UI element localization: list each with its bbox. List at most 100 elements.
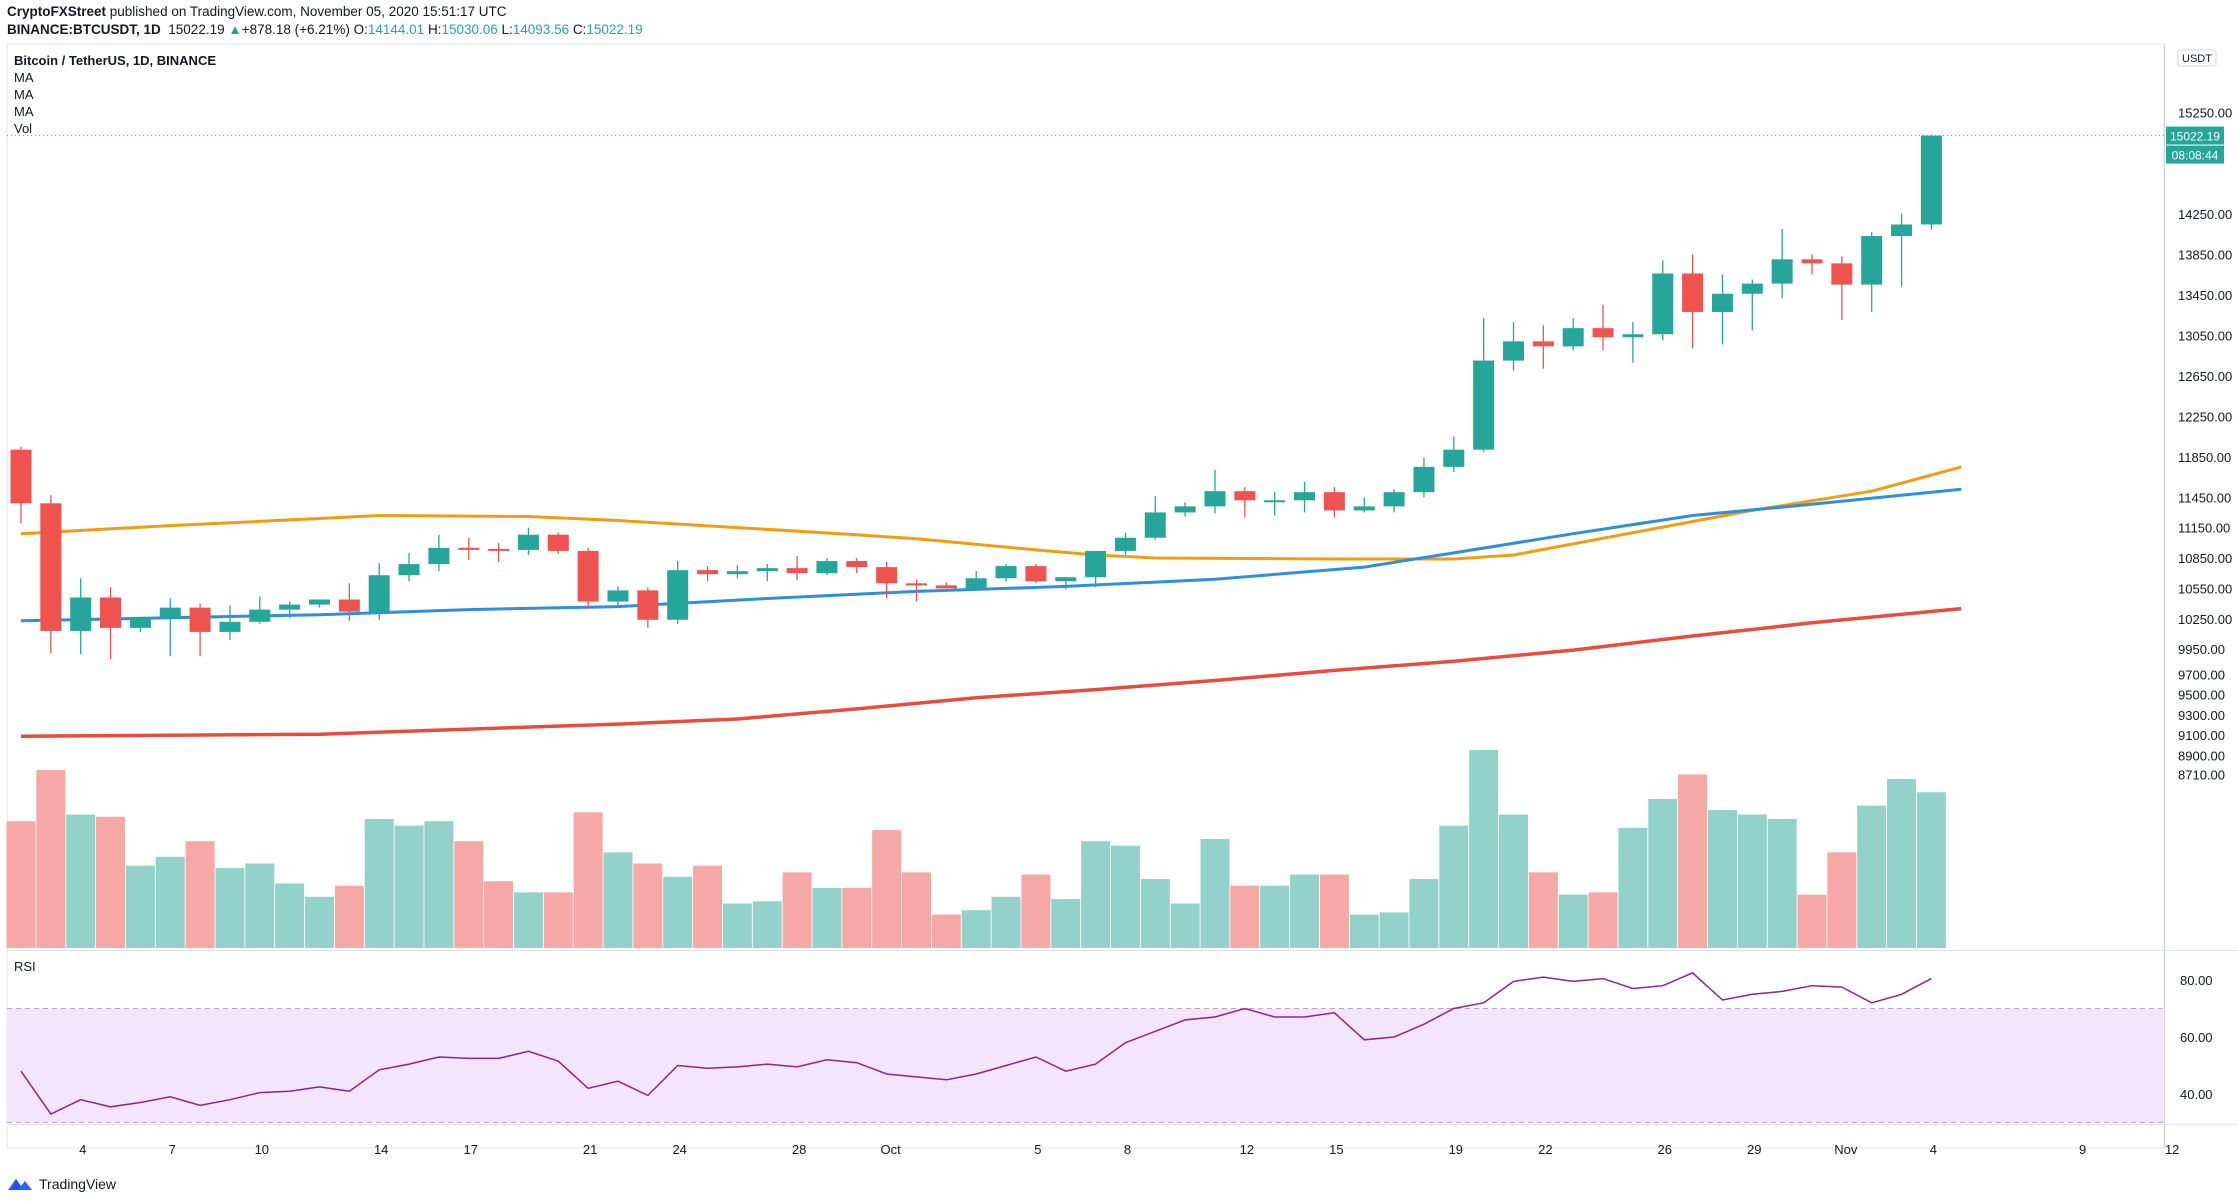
time-axis-tick: 26: [1658, 1142, 1672, 1157]
rsi-axis-tick: 40.00: [2180, 1087, 2213, 1102]
candle-body: [1861, 236, 1883, 285]
candle-body: [1264, 500, 1286, 503]
volume-bar: [633, 863, 663, 948]
ohlc-close-value: 15022.19: [586, 22, 643, 37]
candle: [1801, 254, 1823, 275]
volume-bar: [812, 887, 842, 948]
price-axis-tick: 10550.00: [2178, 581, 2232, 596]
candle: [1622, 322, 1644, 363]
candle-body: [995, 566, 1017, 579]
volume-bar: [66, 814, 96, 948]
publisher-line: CryptoFXStreet published on TradingView.…: [7, 4, 507, 19]
candle-body: [1353, 506, 1375, 511]
candle: [249, 596, 271, 624]
time-axis-tick: 19: [1449, 1142, 1463, 1157]
tradingview-brand[interactable]: TradingView: [39, 1176, 117, 1192]
time-axis-tick: 28: [792, 1142, 806, 1157]
candle-body: [1174, 506, 1196, 513]
candle-body: [1055, 577, 1077, 582]
volume-bar: [573, 812, 603, 948]
countdown-tag-box: [2166, 145, 2224, 164]
candle: [1294, 482, 1316, 513]
volume-bar: [1319, 874, 1349, 948]
candle: [338, 583, 360, 621]
volume-bar: [424, 821, 454, 948]
price-axis-tick: 11450.00: [2178, 490, 2231, 505]
time-axis-tick: 29: [1747, 1142, 1761, 1157]
volume-bar: [722, 903, 752, 948]
candle-body: [1114, 537, 1136, 551]
volume-bar: [1618, 827, 1648, 948]
volume-bar: [1648, 798, 1678, 948]
candle-body: [1741, 283, 1763, 294]
price-axis-tick: 9300.00: [2178, 708, 2225, 723]
candle: [1771, 228, 1793, 298]
candle-body: [965, 578, 987, 589]
publisher-name[interactable]: CryptoFXStreet: [7, 4, 107, 19]
ma-orange-line: [20, 465, 1962, 561]
volume-bar: [543, 892, 573, 948]
candle-body: [338, 599, 360, 612]
candle-body: [1711, 293, 1733, 312]
volume-bar: [484, 881, 514, 948]
candle: [70, 578, 92, 655]
price-axis-tick: 9950.00: [2178, 642, 2225, 657]
candle: [1920, 134, 1942, 230]
candle-body: [1383, 492, 1405, 507]
candle-body: [1682, 273, 1704, 312]
candle-body: [129, 617, 151, 628]
volume-bar: [125, 865, 155, 948]
chart-header: CryptoFXStreet published on TradingView.…: [0, 0, 2238, 42]
volume-bar: [1349, 914, 1379, 948]
volume-bar: [96, 816, 126, 948]
candle-body: [1891, 224, 1913, 237]
volume-bar: [782, 872, 812, 948]
last-price-tag-box: [2166, 126, 2224, 145]
volume-bar: [1439, 825, 1469, 948]
symbol-name[interactable]: BINANCE:BTCUSDT, 1D: [7, 22, 161, 37]
candle-body: [398, 564, 420, 576]
ohlc-close-label: C:: [572, 22, 587, 37]
candle: [309, 599, 330, 608]
volume-bar: [872, 830, 902, 948]
ohlc-open-label: O:: [353, 22, 368, 37]
candle-body: [159, 607, 181, 618]
candle-body: [1503, 341, 1524, 361]
candle-body: [1652, 273, 1674, 335]
candle-body: [368, 575, 390, 612]
candle: [876, 562, 898, 599]
candle-body: [189, 607, 211, 632]
volume-bar: [1887, 778, 1917, 948]
time-axis-tick: 15: [1329, 1142, 1343, 1157]
candle: [1831, 256, 1853, 321]
time-axis-tick: 4: [1930, 1142, 1937, 1157]
price-axis-tick: 11150.00: [2178, 521, 2230, 536]
candle: [816, 558, 838, 576]
price-axis-tick: 8710.00: [2178, 768, 2225, 783]
volume-bar: [1260, 885, 1290, 948]
candle: [1503, 322, 1524, 371]
time-axis-tick: 21: [583, 1142, 597, 1157]
volume-bar: [1051, 899, 1081, 948]
volume-bar: [1021, 874, 1051, 948]
candle-body: [40, 503, 62, 631]
candle-body: [906, 583, 927, 586]
price-axis-tick: 9500.00: [2178, 688, 2225, 703]
time-axis-tick: Oct: [881, 1142, 902, 1157]
price-axis-tick: 13050.00: [2178, 328, 2232, 343]
price-axis-tick: 12650.00: [2178, 369, 2232, 384]
candle-body: [1562, 328, 1584, 347]
candle: [1562, 318, 1584, 351]
volume-bar: [1678, 774, 1708, 948]
candle-body: [637, 590, 659, 620]
volume-bar: [215, 867, 245, 948]
price-axis-tick: 9100.00: [2178, 728, 2225, 743]
axis-unit-label: USDT: [2182, 53, 2212, 65]
time-axis-tick: 4: [79, 1142, 86, 1157]
candle-body: [517, 534, 539, 550]
candle: [1741, 279, 1763, 331]
price-axis-tick: 10850.00: [2178, 551, 2232, 566]
ohlc-high-label: H:: [427, 22, 442, 37]
price-axis-tick: 13450.00: [2178, 288, 2232, 303]
